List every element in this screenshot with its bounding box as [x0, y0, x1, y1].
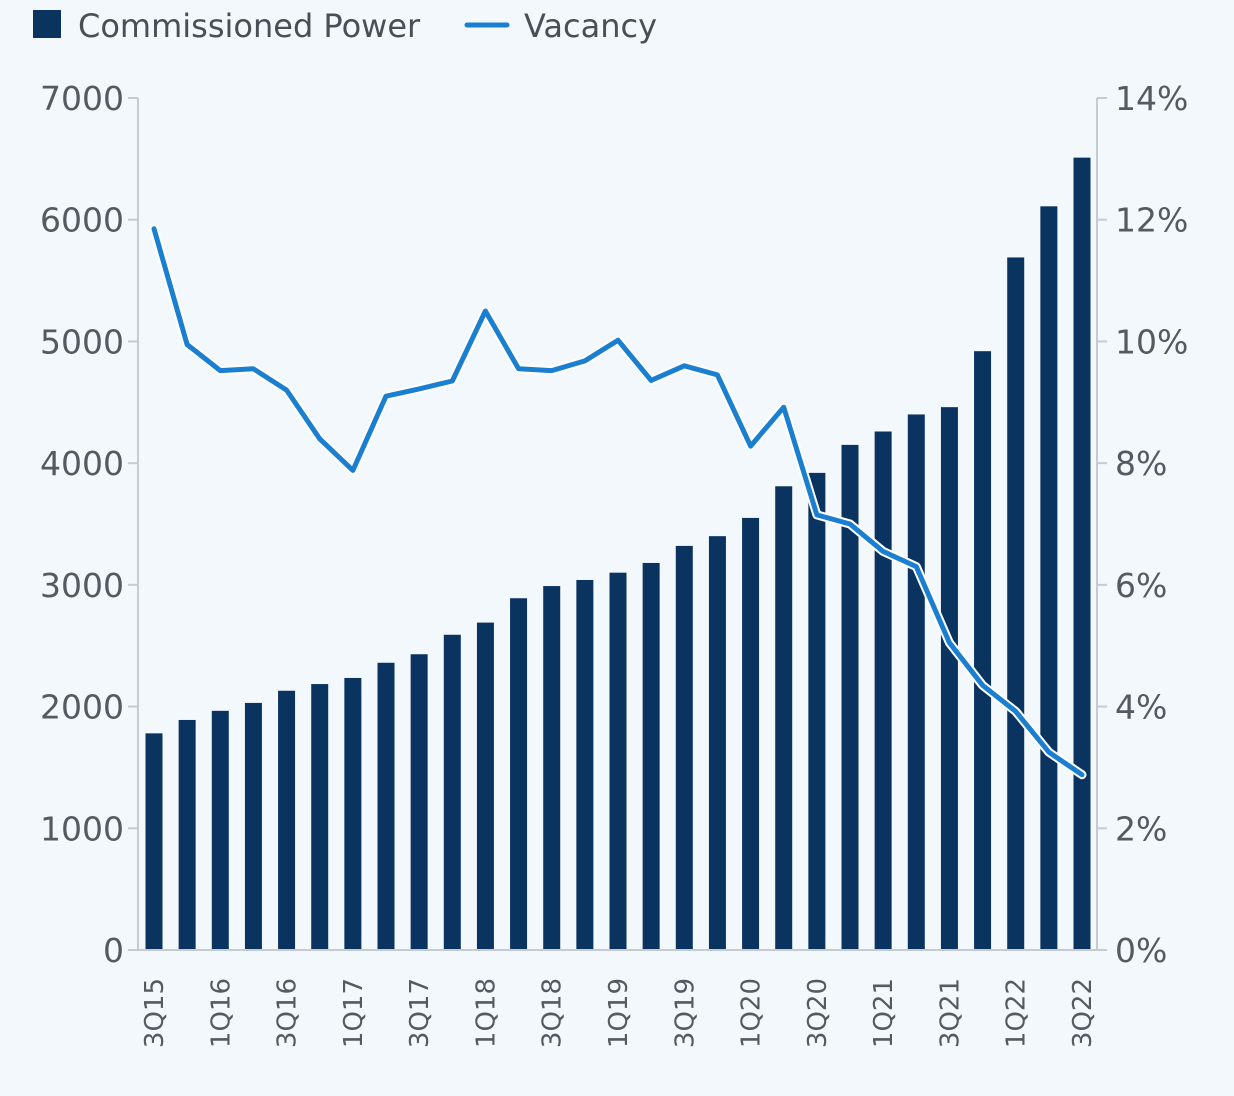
right-axis-tick-label: 14% — [1115, 79, 1188, 118]
x-axis-tick-label: 1Q17 — [339, 978, 369, 1048]
right-axis-tick-label: 8% — [1115, 444, 1167, 483]
bar-1Q17 — [344, 677, 362, 950]
bar-4Q21 — [974, 351, 992, 950]
x-axis-tick-label: 1Q22 — [1002, 978, 1032, 1048]
x-axis-tick-label: 1Q19 — [604, 978, 634, 1048]
left-axis-tick-label: 6000 — [40, 201, 124, 240]
legend-label-commissioned-power: Commissioned Power — [78, 7, 421, 45]
x-axis-tick-label: 3Q15 — [140, 978, 170, 1048]
bar-3Q15 — [145, 733, 163, 950]
legend: Commissioned Power Vacancy — [33, 7, 657, 45]
x-axis-tick-label: 3Q18 — [538, 978, 568, 1048]
x-axis-tick-label: 3Q20 — [803, 978, 833, 1048]
bar-4Q15 — [178, 719, 196, 950]
x-axis-tick-label: 1Q16 — [206, 978, 236, 1048]
bar-4Q16 — [311, 684, 329, 950]
bar-3Q21 — [940, 407, 958, 950]
bar-4Q18 — [576, 579, 594, 950]
bar-3Q22 — [1073, 157, 1091, 950]
bar-3Q19 — [675, 545, 693, 950]
x-axis-tick-label: 1Q20 — [737, 978, 767, 1048]
left-axis-tick-label: 7000 — [40, 79, 124, 118]
bar-1Q16 — [211, 710, 229, 950]
bar-1Q18 — [476, 622, 494, 950]
x-axis-tick-label: 3Q22 — [1068, 978, 1098, 1048]
x-axis-tick-label: 1Q18 — [471, 978, 501, 1048]
left-axis-tick-label: 3000 — [40, 566, 124, 605]
vacancy-line-group — [149, 224, 1087, 780]
bar-3Q17 — [410, 654, 428, 950]
left-axis-tick-label: 1000 — [40, 809, 124, 848]
bar-3Q16 — [278, 690, 296, 950]
bar-4Q20 — [841, 444, 859, 950]
bars-group — [145, 157, 1091, 951]
left-axis-tick-label: 2000 — [40, 688, 124, 727]
bar-1Q19 — [609, 572, 627, 950]
bar-2Q21 — [907, 414, 925, 950]
bar-4Q17 — [443, 634, 461, 950]
x-axis-tick-label: 3Q17 — [405, 978, 435, 1048]
right-axis-tick-label: 0% — [1115, 931, 1167, 970]
left-axis-tick-label: 0 — [103, 931, 124, 970]
legend-swatch-commissioned-power — [33, 10, 61, 38]
bar-2Q20 — [775, 486, 793, 950]
right-axis-tick-label: 2% — [1115, 809, 1167, 848]
x-axis-tick-label: 1Q21 — [869, 978, 899, 1048]
right-axis: 0% 2% 4% 6% 8% 10% 12% 14% — [1096, 79, 1188, 970]
bar-2Q16 — [244, 702, 262, 950]
bar-1Q22 — [1007, 257, 1025, 951]
bar-2Q18 — [510, 598, 528, 950]
legend-label-vacancy: Vacancy — [524, 7, 657, 45]
left-axis-tick-label: 4000 — [40, 444, 124, 483]
right-axis-tick-label: 6% — [1115, 566, 1167, 605]
bar-2Q17 — [377, 662, 395, 950]
right-axis-tick-label: 10% — [1115, 322, 1188, 361]
left-axis: 0 1000 2000 3000 4000 5000 6000 7000 — [40, 79, 139, 970]
right-axis-tick-label: 12% — [1115, 201, 1188, 240]
bar-2Q19 — [642, 562, 660, 950]
bar-3Q18 — [543, 586, 561, 950]
x-axis-tick-label: 3Q16 — [273, 978, 303, 1048]
x-axis-tick-label: 3Q19 — [670, 978, 700, 1048]
right-axis-tick-label: 4% — [1115, 688, 1167, 727]
x-axis-tick-label: 3Q21 — [935, 978, 965, 1048]
bar-2Q22 — [1040, 206, 1058, 951]
vacancy-line — [151, 226, 1085, 778]
bar-1Q20 — [742, 517, 760, 950]
bar-1Q21 — [874, 431, 892, 950]
bar-4Q19 — [708, 536, 726, 950]
x-axis: 3Q15 1Q16 3Q16 1Q17 3Q17 1Q18 3Q18 1Q19 3Q19 1Q20… — [138, 949, 1098, 1048]
left-axis-tick-label: 5000 — [40, 322, 124, 361]
bar-3Q20 — [808, 472, 826, 950]
